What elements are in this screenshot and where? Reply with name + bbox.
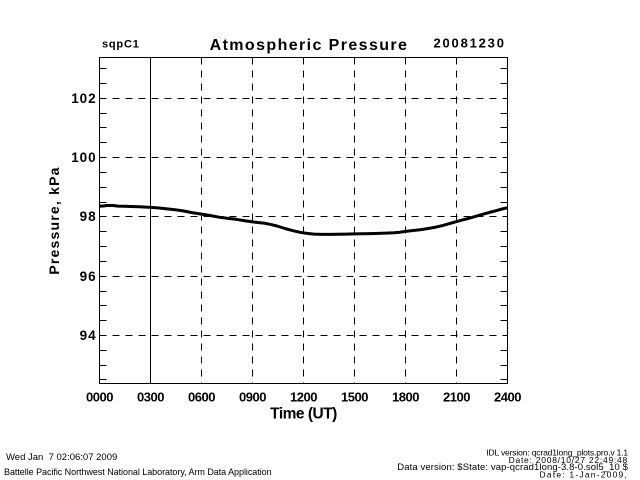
svg-text:Date: 1-Jan-2009,: Date: 1-Jan-2009, bbox=[540, 469, 628, 479]
svg-text:1500: 1500 bbox=[341, 390, 368, 405]
svg-text:Wed Jan 7 02:06:07 2009: Wed Jan 7 02:06:07 2009 bbox=[6, 452, 117, 463]
svg-text:0900: 0900 bbox=[239, 390, 266, 405]
svg-text:0000: 0000 bbox=[86, 390, 113, 405]
svg-text:sqpC1: sqpC1 bbox=[102, 39, 140, 51]
svg-text:0300: 0300 bbox=[137, 390, 164, 405]
svg-text:2400: 2400 bbox=[494, 390, 521, 405]
svg-text:2100: 2100 bbox=[443, 390, 470, 405]
svg-text:94: 94 bbox=[80, 328, 97, 343]
svg-text:1200: 1200 bbox=[290, 390, 317, 405]
svg-text:Data version: $State: vap-qcra: Data version: $State: vap-qcrad1long-3.8… bbox=[397, 462, 628, 473]
svg-text:Pressure, kPa: Pressure, kPa bbox=[46, 166, 62, 274]
svg-text:IDL version: qcrad1long_plots.: IDL version: qcrad1long_plots.pro,v 1.1 bbox=[486, 448, 628, 458]
svg-text:Battelle Pacific Northwest Nat: Battelle Pacific Northwest National Labo… bbox=[4, 467, 272, 477]
svg-text:20081230: 20081230 bbox=[434, 36, 506, 51]
svg-text:102: 102 bbox=[71, 91, 96, 106]
svg-text:Time (UT): Time (UT) bbox=[270, 406, 337, 423]
svg-text:0600: 0600 bbox=[188, 390, 215, 405]
svg-text:96: 96 bbox=[80, 269, 97, 284]
svg-text:Date: 2008/10/27 22:49:48: Date: 2008/10/27 22:49:48 bbox=[509, 455, 628, 465]
svg-text:98: 98 bbox=[80, 209, 97, 224]
svg-text:100: 100 bbox=[71, 150, 96, 165]
svg-text:Atmospheric Pressure: Atmospheric Pressure bbox=[210, 37, 409, 54]
svg-text:1800: 1800 bbox=[392, 390, 419, 405]
